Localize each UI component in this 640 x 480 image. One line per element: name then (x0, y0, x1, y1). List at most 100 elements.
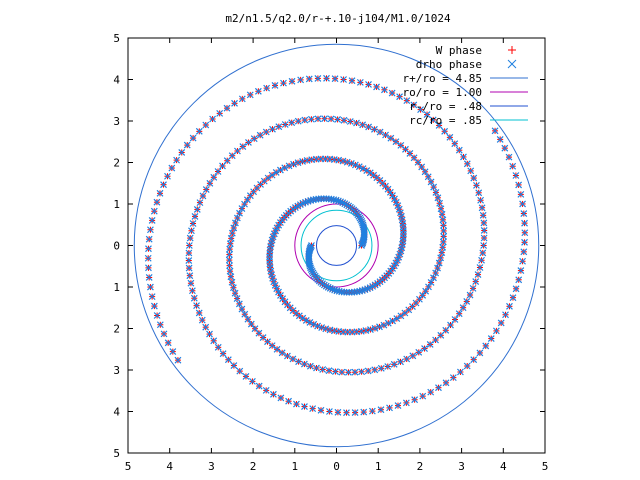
x-tick-label: 2 (250, 460, 257, 473)
rho-phase-mark-b (323, 74, 330, 82)
rho-phase-point (225, 256, 233, 264)
rho-phase-point (189, 134, 197, 142)
rho-phase-point (430, 183, 438, 191)
rho-phase-point (271, 281, 279, 289)
rho-phase-point (146, 283, 154, 291)
rho-phase-mark-b (202, 186, 210, 193)
rho-phase-point (334, 116, 341, 123)
rho-phase-point (150, 207, 158, 215)
rho-phase-point (432, 269, 440, 277)
rho-phase-mark-b (475, 189, 483, 197)
rho-phase-mark-b (299, 314, 307, 322)
rho-phase-mark-b (160, 330, 168, 338)
rho-phase-mark-b (351, 409, 359, 417)
rho-phase-point (327, 115, 335, 123)
rho-phase-point (506, 302, 513, 310)
rho-phase-point (168, 164, 176, 172)
rho-phase-mark-b (189, 134, 197, 142)
rho-phase-point (363, 167, 371, 175)
rho-phase-point (356, 78, 364, 86)
rho-phase-mark-b (276, 166, 284, 174)
rho-phase-point (387, 134, 395, 142)
rho-phase-point (173, 156, 181, 164)
rho-phase-point (219, 162, 226, 170)
rho-phase-mark-b (519, 200, 527, 208)
rho-phase-mark-b (345, 288, 353, 296)
rho-phase-mark-b (185, 257, 193, 264)
rho-phase-point (343, 409, 350, 417)
rho-phase-mark-b (249, 377, 256, 385)
rho-phase-point (397, 358, 404, 366)
rho-phase-mark-b (509, 294, 517, 302)
rho-phase-mark-b (198, 316, 206, 324)
rho-phase-mark-b (427, 278, 435, 286)
rho-phase-mark-b (148, 216, 156, 224)
rho-phase-point (463, 298, 471, 305)
rho-phase-mark-b (275, 123, 283, 131)
rho-phase-point (521, 229, 529, 237)
rho-phase-mark-b (409, 352, 417, 360)
rho-phase-mark-b (268, 271, 276, 279)
rho-phase-mark-b (186, 272, 194, 280)
rho-phase-point (263, 84, 271, 92)
rho-phase-mark-b (173, 156, 181, 164)
rho-phase-point (366, 169, 374, 177)
rho-phase-mark-b (440, 232, 448, 240)
rho-phase-mark-b (199, 192, 207, 200)
rho-phase-mark-b (434, 264, 441, 272)
rho-phase-point (242, 372, 250, 380)
rho-phase-point (226, 267, 234, 275)
rho-phase-point (370, 171, 378, 179)
rho-phase-mark-b (479, 249, 487, 257)
rho-phase-point (310, 320, 318, 328)
rho-phase-mark-b (202, 323, 210, 331)
rho-phase-mark-b (242, 372, 250, 380)
rho-phase-mark-b (397, 358, 404, 366)
rho-phase-point (223, 104, 231, 112)
rho-phase-point (231, 289, 239, 297)
rho-phase-mark-b (520, 248, 528, 256)
rho-phase-mark-b (434, 194, 442, 202)
y-tick-label: 1 (113, 198, 120, 211)
rho-phase-point (384, 319, 392, 327)
rho-phase-mark-b (315, 195, 323, 203)
rho-phase-mark-b (394, 402, 402, 410)
rho-phase-point (216, 109, 224, 117)
rho-phase-mark-b (348, 77, 356, 85)
rho-phase-point (509, 294, 517, 302)
rho-phase-mark-b (415, 348, 423, 356)
rho-phase-point (185, 249, 193, 257)
rho-phase-point (268, 342, 276, 350)
rho-phase-mark-b (380, 86, 388, 94)
rho-phase-mark-b (392, 198, 400, 206)
y-tick-label: 1 (113, 281, 120, 294)
rho-phase-point (294, 117, 302, 125)
rho-phase-mark-b (263, 84, 271, 92)
circle-r-ro (133, 43, 540, 448)
rho-phase-mark-b (294, 117, 302, 125)
rho-phase-point (427, 388, 435, 396)
y-tick-label: 5 (113, 447, 120, 460)
rho-phase-mark-b (347, 160, 355, 167)
rho-phase-mark-b (275, 288, 282, 296)
rho-phase-point (195, 309, 203, 317)
rho-phase-mark-b (440, 221, 447, 229)
rho-phase-mark-b (463, 362, 471, 370)
rho-phase-mark-b (520, 210, 528, 217)
y-tick-label: 4 (113, 406, 120, 419)
rho-phase-mark-b (277, 291, 284, 299)
x-tick-label: 4 (500, 460, 507, 473)
rho-phase-point (517, 267, 525, 275)
rho-phase-mark-b (281, 121, 289, 128)
rho-phase-mark-b (421, 168, 429, 176)
rho-phase-mark-b (191, 212, 199, 220)
rho-phase-mark-b (281, 164, 289, 172)
rho-phase-point (338, 368, 346, 376)
rho-phase-point (254, 87, 262, 95)
rho-phase-mark-b (188, 287, 196, 295)
rho-phase-point (145, 245, 152, 253)
rho-phase-mark-b (301, 116, 309, 124)
rho-phase-mark-b (231, 99, 238, 107)
rho-phase-point (388, 89, 396, 97)
rho-phase-point (245, 139, 252, 146)
